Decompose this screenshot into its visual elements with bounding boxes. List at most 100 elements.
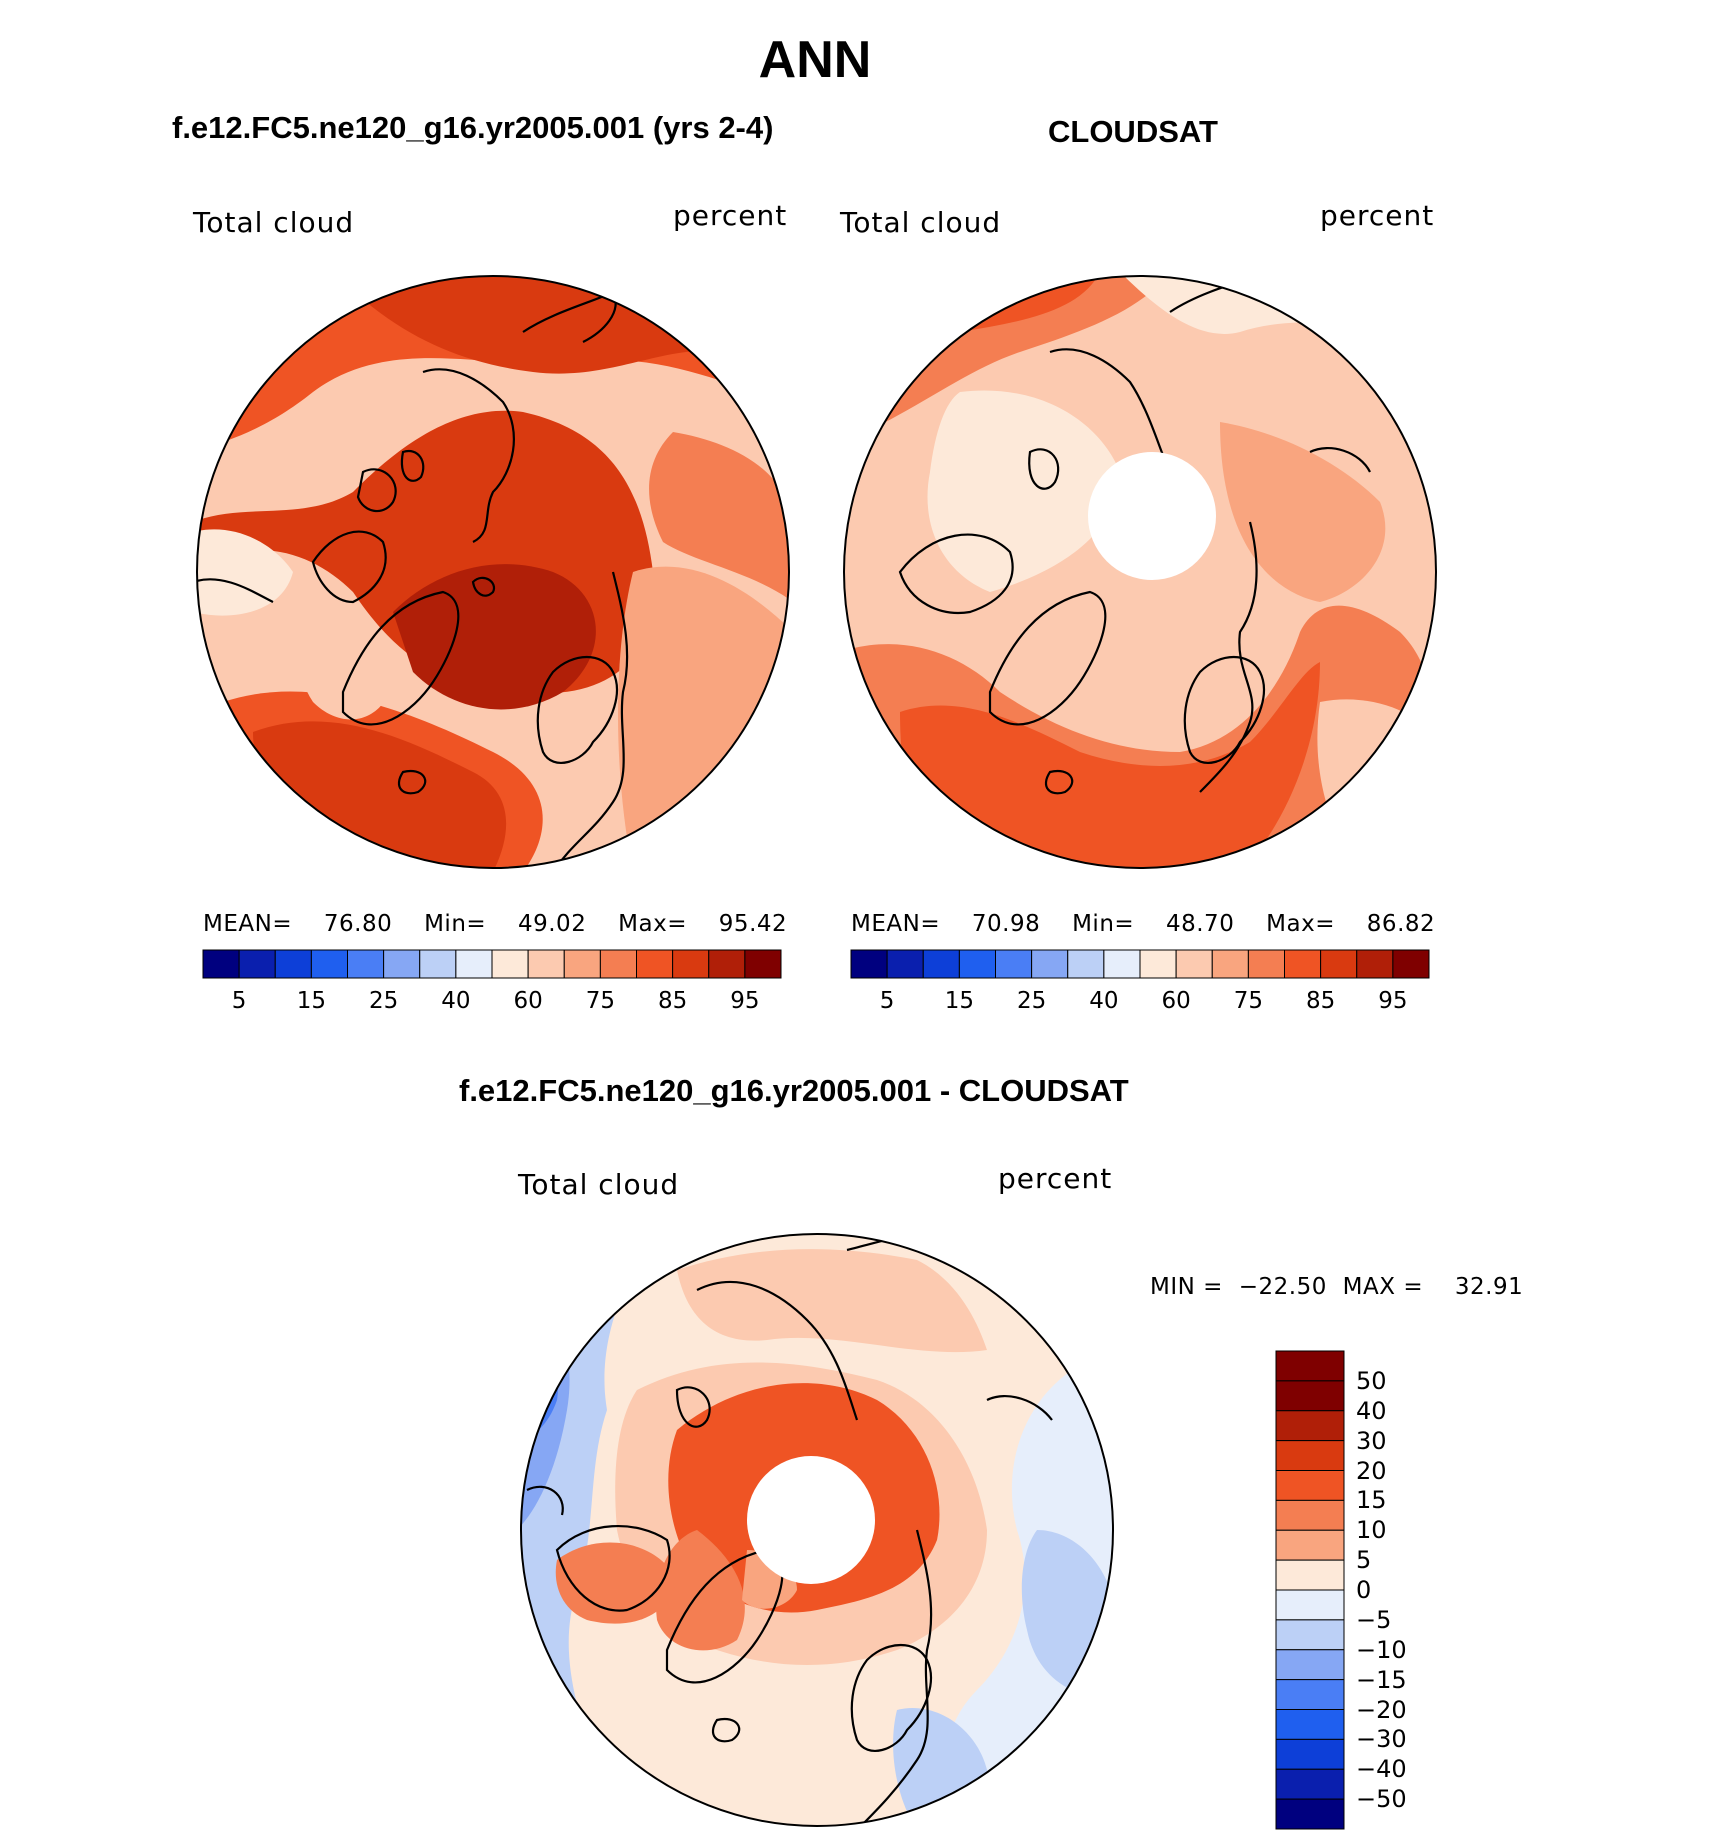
panel1-min-label: Min= bbox=[424, 911, 487, 937]
panel2-mean-label: MEAN= bbox=[851, 911, 941, 937]
diff-colorbar-swatch bbox=[1275, 1529, 1345, 1561]
colorbar-swatch bbox=[708, 949, 746, 979]
diff-colorbar-swatch bbox=[1275, 1559, 1345, 1591]
panel1-stats: MEAN= 76.80 Min= 49.02 Max= 95.42 bbox=[203, 911, 787, 937]
colorbar-swatch bbox=[491, 949, 529, 979]
panel1-max-value: 95.42 bbox=[718, 911, 788, 937]
diff-colorbar-tick-label: 10 bbox=[1356, 1516, 1387, 1545]
panel2-mean-value: 70.98 bbox=[971, 911, 1041, 937]
colorbar-tick-label: 15 bbox=[944, 988, 975, 1014]
diff-variable-label: Total cloud bbox=[518, 1168, 680, 1201]
diff-colorbar-tick-label: −50 bbox=[1356, 1785, 1407, 1814]
colorbar-swatch bbox=[383, 949, 421, 979]
main-title: ANN bbox=[758, 31, 872, 89]
diff-colorbar-tick-label: 50 bbox=[1356, 1366, 1387, 1395]
colorbar-tick-label: 40 bbox=[441, 988, 471, 1014]
colorbar-swatch bbox=[599, 949, 637, 979]
diff-colorbar-swatch bbox=[1275, 1768, 1345, 1800]
colorbar-tick-label: 25 bbox=[1016, 988, 1047, 1014]
diff-min-label: MIN = bbox=[1150, 1274, 1223, 1300]
colorbar-tick-label: 60 bbox=[513, 988, 543, 1014]
panel1-subtitle: f.e12.FC5.ne120_g16.yr2005.001 (yrs 2-4) bbox=[172, 110, 774, 145]
panel1-min-value: 49.02 bbox=[517, 911, 587, 937]
diff-colorbar bbox=[1275, 1350, 1345, 1830]
diff-colorbar-tick-label: −40 bbox=[1356, 1755, 1407, 1784]
colorbar-swatch bbox=[1211, 949, 1249, 979]
diff-colorbar-swatch bbox=[1275, 1709, 1345, 1740]
diff-colorbar-tick-label: −15 bbox=[1356, 1665, 1407, 1694]
colorbar-swatch bbox=[1031, 949, 1069, 979]
diff-map-border bbox=[520, 1233, 1114, 1827]
colorbar-swatch bbox=[274, 949, 312, 979]
diff-colorbar-swatch bbox=[1275, 1589, 1345, 1621]
colorbar-swatch bbox=[202, 949, 240, 979]
diff-colorbar-tick-label: 15 bbox=[1356, 1486, 1387, 1515]
colorbar-swatch bbox=[1175, 949, 1213, 979]
colorbar-tick-label: 40 bbox=[1089, 988, 1119, 1014]
diff-max-label: MAX = bbox=[1342, 1274, 1424, 1300]
diff-colorbar-tick-label: −30 bbox=[1356, 1725, 1407, 1754]
colorbar-tick-label: 95 bbox=[1378, 988, 1408, 1014]
panel2-units-label: percent bbox=[1320, 199, 1435, 232]
colorbar-swatch bbox=[1139, 949, 1177, 979]
diff-colorbar-swatch bbox=[1275, 1798, 1345, 1830]
diff-colorbar-swatch bbox=[1275, 1499, 1345, 1531]
colorbar-tick-label: 85 bbox=[1305, 988, 1336, 1014]
diff-colorbar-swatch bbox=[1275, 1380, 1345, 1412]
colorbar-swatch bbox=[419, 949, 457, 979]
panel1-map-border bbox=[196, 275, 790, 869]
diff-colorbar-swatch bbox=[1275, 1410, 1345, 1442]
diff-minmax: MIN = −22.50 MAX = 32.91 bbox=[1150, 1274, 1523, 1300]
colorbar-swatch bbox=[527, 949, 565, 979]
diff-colorbar-swatch bbox=[1275, 1738, 1345, 1770]
colorbar-swatch bbox=[1392, 949, 1430, 979]
panel2-max-label: Max= bbox=[1266, 911, 1335, 937]
colorbar-swatch bbox=[958, 949, 996, 979]
panel2-min-value: 48.70 bbox=[1165, 911, 1235, 937]
colorbar-swatch bbox=[238, 949, 276, 979]
diff-max-value: 32.91 bbox=[1454, 1274, 1524, 1300]
diff-colorbar-tick-label: −10 bbox=[1356, 1635, 1407, 1664]
colorbar-swatch bbox=[922, 949, 960, 979]
panel1-max-label: Max= bbox=[618, 911, 687, 937]
diff-colorbar-tick-label: −20 bbox=[1356, 1695, 1407, 1724]
panel2-map-border bbox=[843, 275, 1437, 869]
colorbar-swatch bbox=[850, 949, 888, 979]
colorbar-tick-label: 95 bbox=[730, 988, 760, 1014]
panel2-subtitle: CLOUDSAT bbox=[1048, 114, 1218, 149]
colorbar-swatch bbox=[310, 949, 348, 979]
colorbar-swatch bbox=[636, 949, 674, 979]
panel2-min-label: Min= bbox=[1072, 911, 1135, 937]
colorbar-swatch bbox=[1356, 949, 1394, 979]
panel1-map bbox=[196, 275, 790, 869]
colorbar-swatch bbox=[886, 949, 924, 979]
diff-colorbar-swatch bbox=[1275, 1470, 1345, 1501]
diff-colorbar-tick-label: 5 bbox=[1356, 1546, 1372, 1575]
colorbar-swatch bbox=[1320, 949, 1358, 979]
diff-min-value: −22.50 bbox=[1238, 1274, 1327, 1300]
panel2-map bbox=[843, 275, 1437, 869]
panel2-colorbar bbox=[850, 949, 1430, 979]
colorbar-swatch bbox=[1067, 949, 1105, 979]
colorbar-swatch bbox=[347, 949, 385, 979]
colorbar-swatch bbox=[672, 949, 710, 979]
diff-colorbar-tick-label: 30 bbox=[1356, 1426, 1387, 1455]
colorbar-swatch bbox=[1103, 949, 1141, 979]
panel1-units-label: percent bbox=[673, 199, 788, 232]
colorbar-swatch bbox=[995, 949, 1033, 979]
colorbar-swatch bbox=[455, 949, 493, 979]
diff-colorbar-swatch bbox=[1275, 1350, 1345, 1382]
panel2-stats: MEAN= 70.98 Min= 48.70 Max= 86.82 bbox=[851, 911, 1435, 937]
diff-polar-hole bbox=[747, 1456, 875, 1584]
diff-colorbar-tick-label: 0 bbox=[1356, 1576, 1372, 1604]
panel2-variable-label: Total cloud bbox=[840, 206, 1002, 239]
panel1-mean-value: 76.80 bbox=[323, 911, 393, 937]
diff-map bbox=[520, 1233, 1114, 1827]
diff-colorbar-swatch bbox=[1275, 1649, 1345, 1681]
panel1-mean-label: MEAN= bbox=[203, 911, 293, 937]
colorbar-tick-label: 60 bbox=[1161, 988, 1191, 1014]
diff-colorbar-tick-label: −5 bbox=[1356, 1605, 1392, 1634]
diff-colorbar-swatch bbox=[1275, 1679, 1345, 1710]
panel2-max-value: 86.82 bbox=[1366, 911, 1436, 937]
panel2-polar-hole bbox=[1088, 452, 1216, 580]
